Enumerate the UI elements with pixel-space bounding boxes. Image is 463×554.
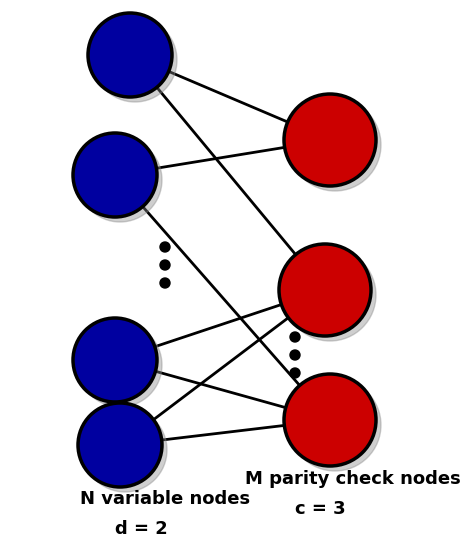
- Circle shape: [289, 332, 300, 342]
- Text: d = 2: d = 2: [115, 520, 168, 538]
- Circle shape: [283, 249, 375, 341]
- Text: c = 3: c = 3: [294, 500, 345, 518]
- Circle shape: [288, 379, 380, 471]
- Circle shape: [73, 318, 156, 402]
- Circle shape: [289, 350, 300, 360]
- Circle shape: [160, 242, 169, 252]
- Circle shape: [83, 408, 167, 492]
- Circle shape: [160, 278, 169, 288]
- Circle shape: [289, 368, 300, 378]
- Text: M parity check nodes: M parity check nodes: [244, 470, 460, 488]
- Circle shape: [288, 99, 380, 191]
- Circle shape: [88, 13, 172, 97]
- Circle shape: [283, 374, 375, 466]
- Circle shape: [78, 403, 162, 487]
- Circle shape: [78, 323, 162, 407]
- Circle shape: [73, 133, 156, 217]
- Circle shape: [160, 260, 169, 270]
- Circle shape: [93, 18, 176, 102]
- Circle shape: [78, 138, 162, 222]
- Text: N variable nodes: N variable nodes: [80, 490, 250, 508]
- Circle shape: [278, 244, 370, 336]
- Circle shape: [283, 94, 375, 186]
